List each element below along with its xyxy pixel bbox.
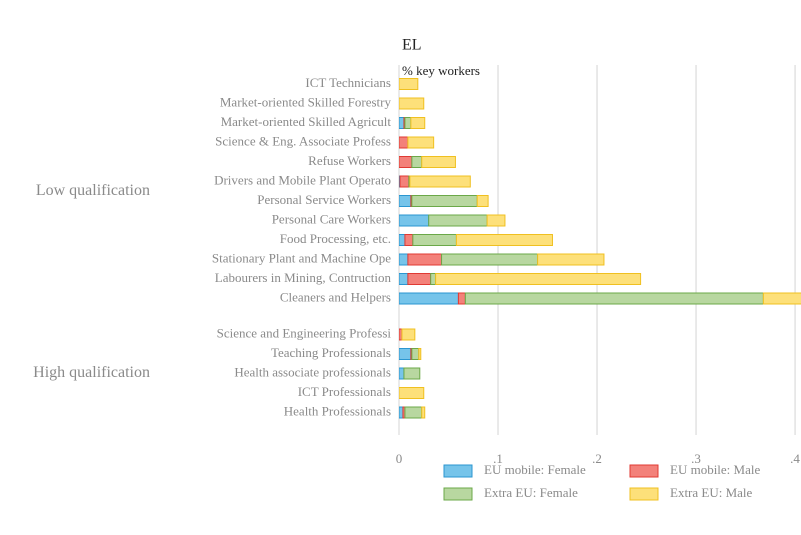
category-label: ICT Professionals: [298, 384, 391, 399]
category-label: Teaching Professionals: [271, 345, 391, 360]
bar-segment: [403, 367, 421, 380]
x-tick-label: .2: [592, 451, 602, 466]
bar-segment: [430, 273, 437, 285]
bar-segment: [428, 214, 488, 227]
bar-segment: [399, 97, 425, 110]
bar-segment: [421, 156, 456, 168]
category-label: Labourers in Mining, Contruction: [215, 270, 392, 285]
bar-segment: [407, 136, 435, 149]
bar-segment: [476, 195, 489, 207]
bar-segment: [435, 273, 642, 285]
bar-segment: [421, 406, 426, 419]
bar-segment: [399, 348, 412, 360]
category-label: Science and Engineering Professi: [217, 325, 392, 340]
legend-swatch: [443, 487, 473, 501]
bar-segment: [401, 328, 416, 341]
legend-label: EU mobile: Female: [484, 462, 586, 477]
bar-segment: [399, 406, 404, 419]
category-label: Food Processing, etc.: [280, 231, 391, 246]
bar-segment: [411, 348, 420, 360]
bar-segment: [411, 156, 423, 168]
category-label: Market-oriented Skilled Agricult: [221, 114, 392, 129]
legend-label: Extra EU: Female: [484, 485, 578, 500]
bar-segment: [409, 175, 471, 188]
bar-segment: [486, 214, 506, 227]
category-label: Refuse Workers: [308, 153, 391, 168]
x-tick-label: 0: [396, 451, 403, 466]
legend-swatch: [629, 464, 659, 478]
bar-segment: [441, 253, 539, 266]
bar-segment: [404, 406, 423, 419]
category-label: Personal Care Workers: [272, 211, 391, 226]
bar-segment: [411, 195, 478, 207]
bar-segment: [410, 117, 426, 129]
bar-segment: [404, 117, 412, 129]
group-label: Low qualification: [36, 182, 150, 199]
bar-segment: [407, 273, 432, 285]
x-tick-label: .1: [493, 451, 503, 466]
bar-segment: [537, 253, 605, 266]
bar-segment: [399, 387, 425, 399]
bar-segment: [464, 292, 764, 305]
bar-segment: [407, 253, 443, 266]
bar-segment: [418, 348, 422, 360]
bar-segment: [399, 195, 412, 207]
legend-label: EU mobile: Male: [670, 462, 760, 477]
category-label: Science & Eng. Associate Profess: [215, 133, 391, 148]
chart-subtitle: % key workers: [402, 63, 480, 78]
group-label: High qualification: [33, 364, 150, 381]
x-tick-label: .4: [790, 451, 800, 466]
bar-segment: [404, 234, 414, 246]
x-tick-label: .3: [691, 451, 701, 466]
bar-segment: [399, 117, 405, 129]
bar-segment: [457, 292, 466, 305]
bar-segment: [399, 367, 405, 380]
bar-segment: [412, 234, 457, 246]
bars: [399, 78, 801, 419]
chart-title: EL: [402, 37, 422, 54]
category-label: Health associate professionals: [234, 364, 391, 379]
bar-segment: [399, 78, 419, 90]
category-label: Health Professionals: [284, 403, 391, 418]
bar-segment: [399, 292, 459, 305]
bar-segment: [399, 253, 409, 266]
bar-segment: [399, 234, 406, 246]
grid: [398, 65, 796, 435]
legend-swatch: [629, 487, 659, 501]
bar-segment: [762, 292, 801, 305]
bar-segment: [399, 136, 409, 149]
category-label: Personal Service Workers: [257, 192, 391, 207]
legend-label: Extra EU: Male: [670, 485, 753, 500]
category-label: Drivers and Mobile Plant Operato: [214, 172, 391, 187]
category-label: Market-oriented Skilled Forestry: [220, 94, 392, 109]
bar-segment: [399, 273, 409, 285]
bar-segment: [399, 175, 410, 188]
category-label: Stationary Plant and Machine Ope: [212, 250, 391, 265]
category-label: ICT Technicians: [305, 75, 391, 90]
legend-swatch: [443, 464, 473, 478]
category-label: Cleaners and Helpers: [280, 289, 391, 304]
bar-segment: [455, 234, 553, 246]
bar-segment: [399, 214, 430, 227]
bar-segment: [399, 156, 413, 168]
